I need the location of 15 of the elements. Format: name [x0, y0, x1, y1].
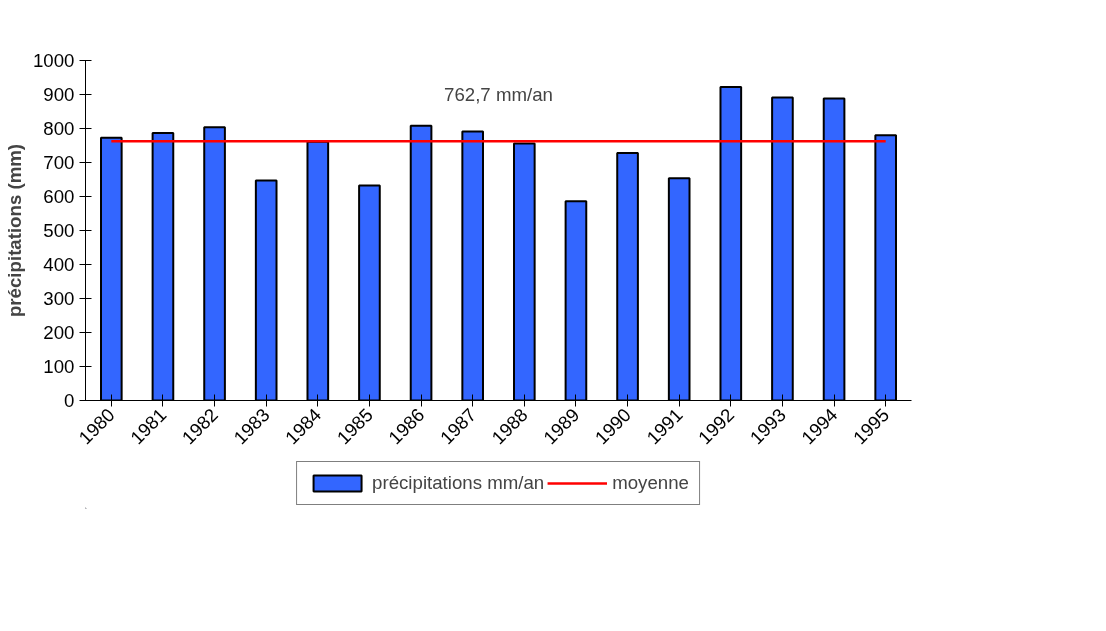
y-tick-label: 900: [43, 84, 75, 105]
y-tick-label: 100: [43, 356, 75, 377]
y-tick-label: 400: [43, 254, 75, 275]
y-axis-title: précipitations (mm): [4, 143, 25, 318]
y-tick-label: 500: [43, 220, 75, 241]
y-tick-label: 200: [43, 322, 75, 343]
y-tick-label: 1000: [33, 50, 75, 71]
y-tick-label: 600: [43, 186, 75, 207]
legend-label: précipitations mm/an: [372, 472, 545, 494]
y-tick-label: 300: [43, 288, 75, 309]
y-tick-label: 700: [43, 152, 75, 173]
y-tick-label: 0: [64, 390, 75, 411]
y-tick-label: 800: [43, 118, 75, 139]
annotation: 762,7 mm/an: [444, 83, 553, 105]
legend-label: moyenne: [612, 472, 689, 494]
